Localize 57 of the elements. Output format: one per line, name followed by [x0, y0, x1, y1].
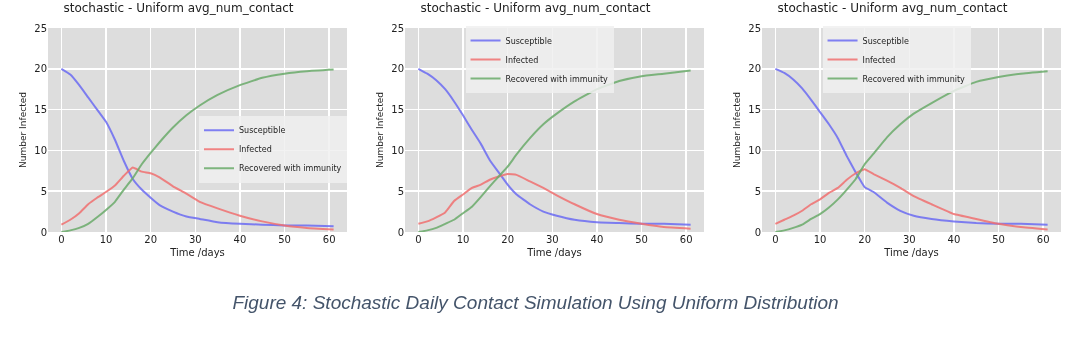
x-tick-label: 30: [188, 234, 202, 245]
x-tick-label: 40: [947, 234, 961, 245]
x-tick-label: 60: [1036, 234, 1050, 245]
x-tick-label: 20: [144, 234, 158, 245]
x-tick-label: 30: [902, 234, 916, 245]
y-tick-label: 5: [754, 185, 761, 197]
x-tick-label: 20: [501, 234, 515, 245]
caption: Figure 4: Stochastic Daily Contact Simulation Using Uniform Distribution: [231, 292, 840, 314]
line-series: [774, 168, 1049, 231]
x-tick-label: 50: [278, 234, 291, 245]
chart-title: stochastic - Uniform avg_num_contact: [63, 1, 294, 16]
x-axis-title: Time /days: [169, 246, 225, 258]
x-tick-label: 60: [322, 234, 336, 245]
y-axis-title: Number Infected: [374, 92, 385, 168]
y-tick-label: 5: [397, 185, 404, 197]
x-tick-label: 0: [772, 234, 779, 245]
legend-label: Susceptible: [862, 36, 909, 46]
x-tick-label: 40: [590, 234, 604, 245]
legend-label: Infected: [505, 55, 539, 65]
y-tick-label: 25: [391, 22, 404, 34]
y-tick-label: 15: [748, 104, 761, 116]
x-tick-label: 60: [679, 234, 693, 245]
legend-label: Recovered with immunity: [505, 74, 609, 84]
y-tick-label: 20: [391, 63, 404, 75]
x-tick-label: 10: [456, 234, 470, 245]
y-axis-title: Number Infected: [17, 92, 28, 168]
x-tick-label: 0: [415, 234, 422, 245]
y-tick-label: 10: [391, 144, 404, 156]
x-axis-title: Time /days: [526, 246, 582, 258]
y-tick-label: 10: [748, 144, 761, 156]
x-tick-label: 40: [233, 234, 247, 245]
y-tick-label: 10: [34, 144, 47, 156]
y-tick-label: 15: [391, 104, 404, 116]
x-axis-title: Time /days: [883, 246, 939, 258]
y-tick-label: 20: [34, 63, 47, 75]
x-tick-label: 0: [58, 234, 65, 245]
y-tick-label: 25: [748, 22, 761, 34]
chart-title: stochastic - Uniform avg_num_contact: [420, 1, 651, 16]
legend-label: Infected: [862, 55, 896, 65]
line-series: [417, 173, 692, 230]
x-tick-label: 30: [545, 234, 559, 245]
x-tick-label: 10: [813, 234, 827, 245]
legend-label: Infected: [239, 145, 272, 155]
y-axis-title: Number Infected: [731, 92, 742, 168]
x-tick-label: 50: [635, 234, 648, 245]
legend-label: Recovered with immunity: [862, 74, 966, 84]
y-tick-label: 15: [34, 104, 47, 116]
chart-title: stochastic - Uniform avg_num_contact: [777, 1, 1008, 16]
legend-label: Susceptible: [505, 36, 552, 46]
legend-label: Recovered with immunity: [239, 164, 342, 174]
y-tick-label: 20: [748, 63, 761, 75]
legend-label: Susceptible: [239, 126, 286, 136]
x-tick-label: 20: [858, 234, 872, 245]
y-tick-label: 25: [34, 22, 47, 34]
x-tick-label: 50: [992, 234, 1005, 245]
y-tick-label: 5: [40, 185, 47, 197]
x-tick-label: 10: [99, 234, 113, 245]
